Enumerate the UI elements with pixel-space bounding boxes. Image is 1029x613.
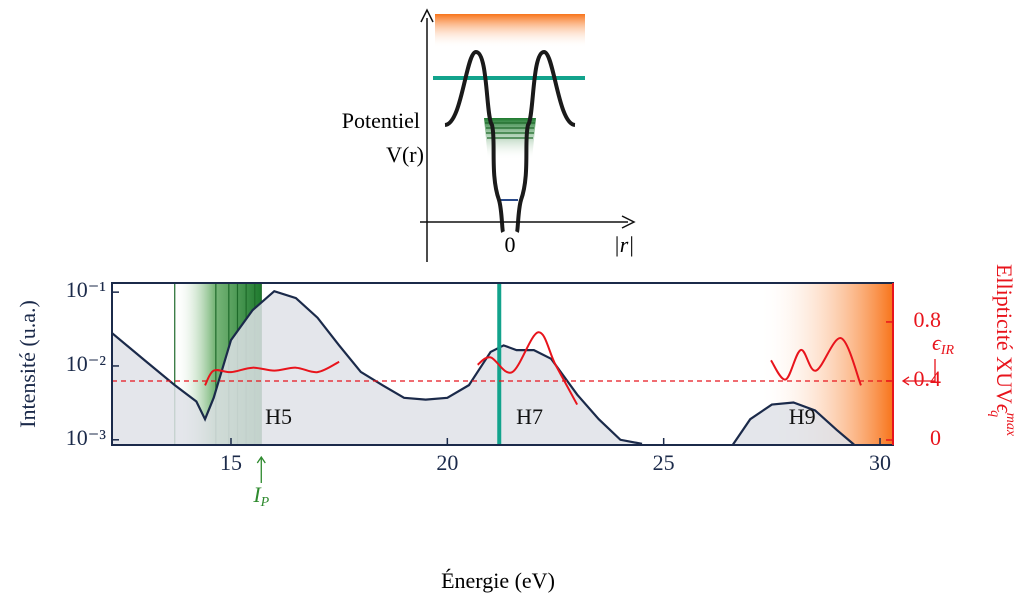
inset: Potentiel V(r) 0 |r|	[342, 8, 636, 262]
ionization-sub: P	[260, 495, 270, 510]
arrow	[621, 215, 636, 229]
y2-label-symbol: ϵ	[992, 404, 1017, 414]
ionization-symbol: I	[252, 482, 262, 507]
inset-label: |r|	[614, 232, 635, 257]
x-tick-label: 15	[220, 450, 242, 475]
intensity-line	[111, 289, 855, 446]
reference-label: ϵIR	[932, 330, 955, 358]
x-axis-label: Énergie (eV)	[441, 568, 555, 593]
arrow	[420, 8, 434, 23]
y2-axis-label: Ellipticité XUVϵmaxq	[987, 264, 1018, 437]
x-tick-label: 20	[436, 450, 458, 475]
y-axis-label: Intensité (u.a.)	[15, 300, 40, 428]
x-tick-label: 30	[869, 450, 891, 475]
x-tick-label: 25	[653, 450, 675, 475]
y2-label-sup: max	[1003, 413, 1018, 437]
inset-label: V(r)	[386, 142, 424, 167]
reference-symbol: ϵ	[932, 330, 942, 355]
y-tick-label: 10⁻¹	[66, 277, 106, 302]
intensity-area	[112, 291, 855, 445]
inset-label: 0	[505, 232, 516, 257]
harmonic-label: H7	[516, 404, 543, 429]
ionization-arrow	[256, 455, 266, 483]
reference-arrow	[901, 358, 936, 386]
reference-sub: IR	[940, 343, 955, 358]
potential-curve	[444, 49, 576, 233]
ellipticity-line	[204, 331, 862, 406]
inset-label: Potentiel	[342, 108, 420, 133]
y2-label-sub: q	[987, 410, 1002, 417]
ionization-label: IP	[252, 482, 269, 510]
harmonic-label: H9	[789, 404, 816, 429]
y2-tick-label: 0	[930, 425, 941, 450]
harmonic-label: H5	[265, 404, 292, 429]
y2-label-text: Ellipticité XUV	[992, 264, 1017, 404]
y2-tick-label: 0.4	[914, 366, 942, 391]
y2-tick-label: 0.8	[914, 307, 942, 332]
continuum	[435, 14, 585, 48]
y-tick-label: 10⁻²	[66, 351, 107, 376]
y-tick-label: 10⁻³	[66, 425, 107, 450]
